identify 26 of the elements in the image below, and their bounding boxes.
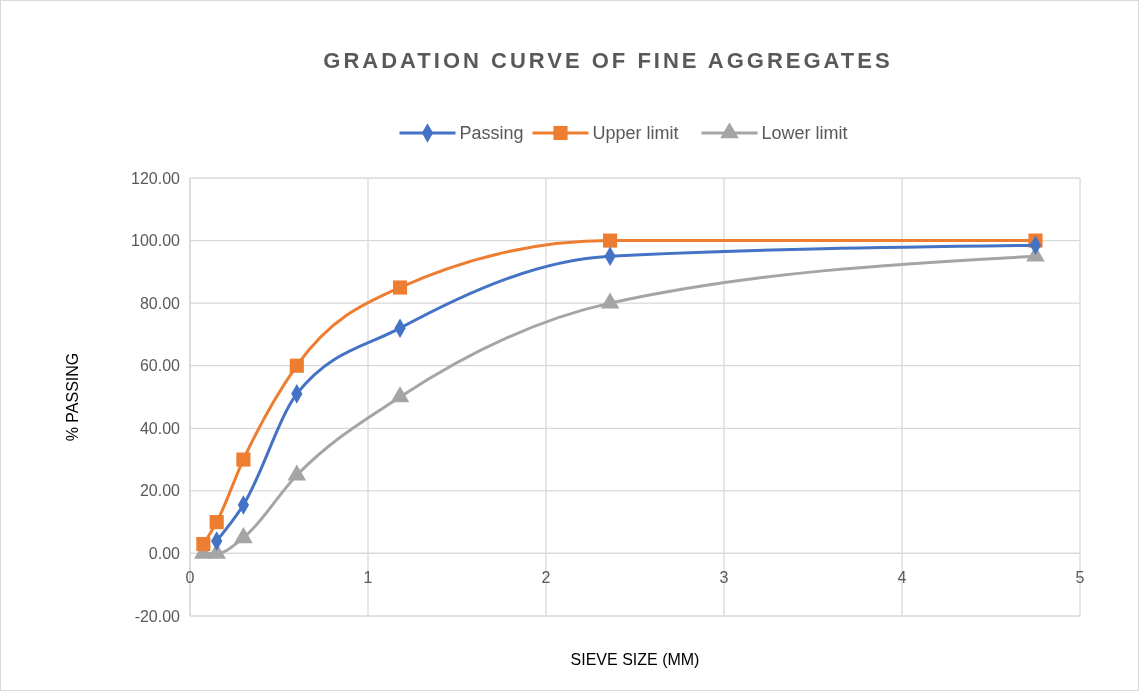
y-tick-label: 40.00: [139, 419, 181, 437]
x-axis-title: SIEVE SIZE (MM): [570, 651, 700, 668]
x-tick-label: 5: [1075, 569, 1085, 587]
point: [603, 233, 618, 248]
y-tick-label: 0.00: [148, 545, 181, 563]
x-tick-label: 2: [541, 569, 551, 587]
y-tick-label: 80.00: [139, 294, 181, 312]
x-tick-label: 3: [719, 569, 729, 587]
y-axis-title: % PASSING: [64, 352, 81, 442]
legend-label: Passing: [459, 123, 524, 144]
y-tick-label: 120.00: [131, 169, 181, 187]
x-tick-label: 0: [185, 569, 195, 587]
point: [392, 280, 408, 295]
y-tick-label: -20.00: [134, 607, 181, 625]
x-tick-label: 4: [897, 569, 907, 587]
legend-label: Lower limit: [761, 123, 848, 144]
chart-title: GRADATION CURVE OF FINE AGGREGATES: [323, 48, 893, 73]
y-tick-label: 20.00: [139, 482, 181, 500]
point: [196, 536, 211, 552]
point: [209, 515, 224, 530]
point: [236, 452, 251, 467]
legend-label: Upper limit: [592, 123, 679, 144]
y-tick-label: 100.00: [131, 232, 181, 250]
point: [289, 358, 304, 373]
y-tick-label: 60.00: [139, 357, 181, 375]
x-tick-label: 1: [363, 569, 373, 587]
